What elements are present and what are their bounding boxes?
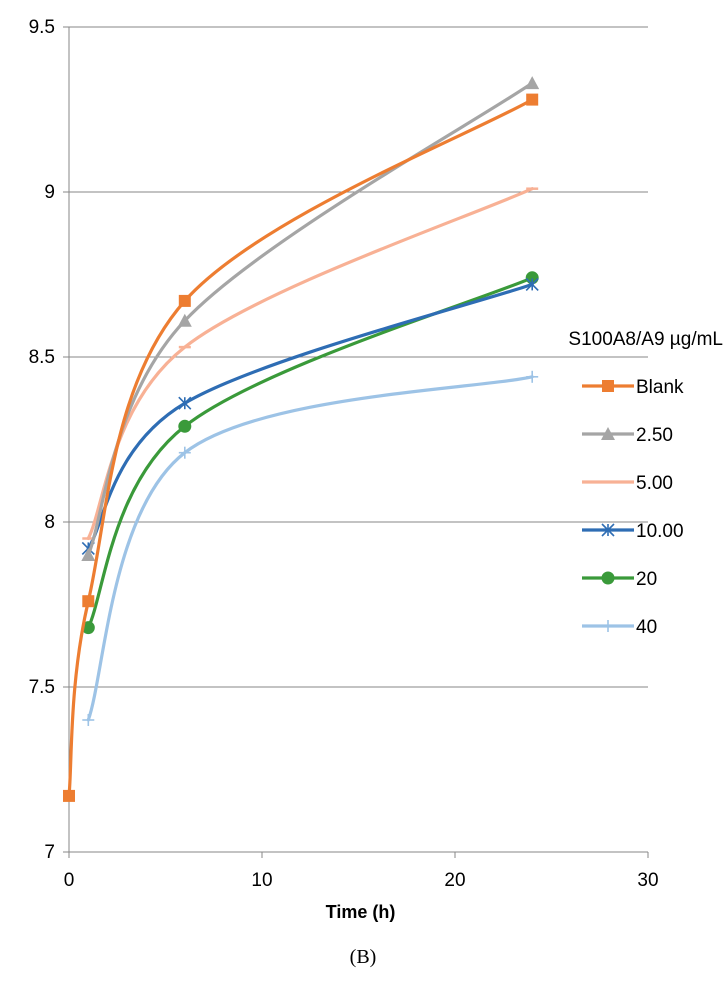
legend-marker xyxy=(601,571,615,585)
y-tick-label: 8.5 xyxy=(29,347,55,368)
series-line xyxy=(86,276,534,630)
data-point xyxy=(526,93,539,106)
series-lines xyxy=(63,76,540,802)
series-20 xyxy=(81,271,539,635)
series-line xyxy=(86,282,534,550)
figure-caption: (B) xyxy=(350,946,377,968)
series-line xyxy=(86,375,534,722)
x-tick-label: 30 xyxy=(637,870,658,891)
data-point xyxy=(177,313,192,327)
data-point xyxy=(178,419,192,433)
data-point xyxy=(82,595,95,608)
legend-marker xyxy=(602,620,614,632)
data-point xyxy=(525,76,540,90)
y-tick-label: 7 xyxy=(44,842,55,863)
axes: 7 7.5 8 8.5 9 9.5 0 10 20 30 xyxy=(29,17,659,891)
data-point xyxy=(525,277,539,291)
legend-label: Blank xyxy=(636,377,684,398)
data-point xyxy=(526,370,539,383)
y-tick-label: 9.5 xyxy=(29,17,55,38)
legend-label: 40 xyxy=(636,617,657,638)
x-tick-label: 10 xyxy=(251,870,272,891)
y-tick-label: 7.5 xyxy=(29,677,55,698)
legend-marker xyxy=(602,380,614,392)
gridlines xyxy=(69,26,648,688)
data-point xyxy=(178,396,192,410)
series-10-00 xyxy=(81,277,539,555)
legend-title: S100A8/A9 µg/mL xyxy=(568,329,723,350)
legend-label: 5.00 xyxy=(636,473,673,494)
series-line xyxy=(86,81,534,557)
x-axis-title: Time (h) xyxy=(326,902,396,922)
data-point xyxy=(178,294,191,307)
data-point xyxy=(81,548,96,561)
x-tick-label: 0 xyxy=(64,870,75,891)
legend-label: 20 xyxy=(636,569,657,590)
x-tick-label: 20 xyxy=(444,870,465,891)
legend-marker xyxy=(601,523,615,537)
y-tick-label: 9 xyxy=(44,182,55,203)
legend-marker xyxy=(601,427,615,440)
data-point xyxy=(82,714,95,726)
legend: S100A8/A9 µg/mL Blank 2.50 5.00 10.00 20 40 xyxy=(568,329,723,638)
series-blank xyxy=(63,93,539,802)
series-2-50 xyxy=(81,76,540,561)
legend-label: 2.50 xyxy=(636,425,673,446)
legend-label: 10.00 xyxy=(636,521,684,542)
series-line xyxy=(67,98,534,798)
data-point xyxy=(178,446,191,459)
data-point xyxy=(63,789,75,802)
y-tick-label: 8 xyxy=(44,512,55,533)
series-40 xyxy=(82,370,539,726)
